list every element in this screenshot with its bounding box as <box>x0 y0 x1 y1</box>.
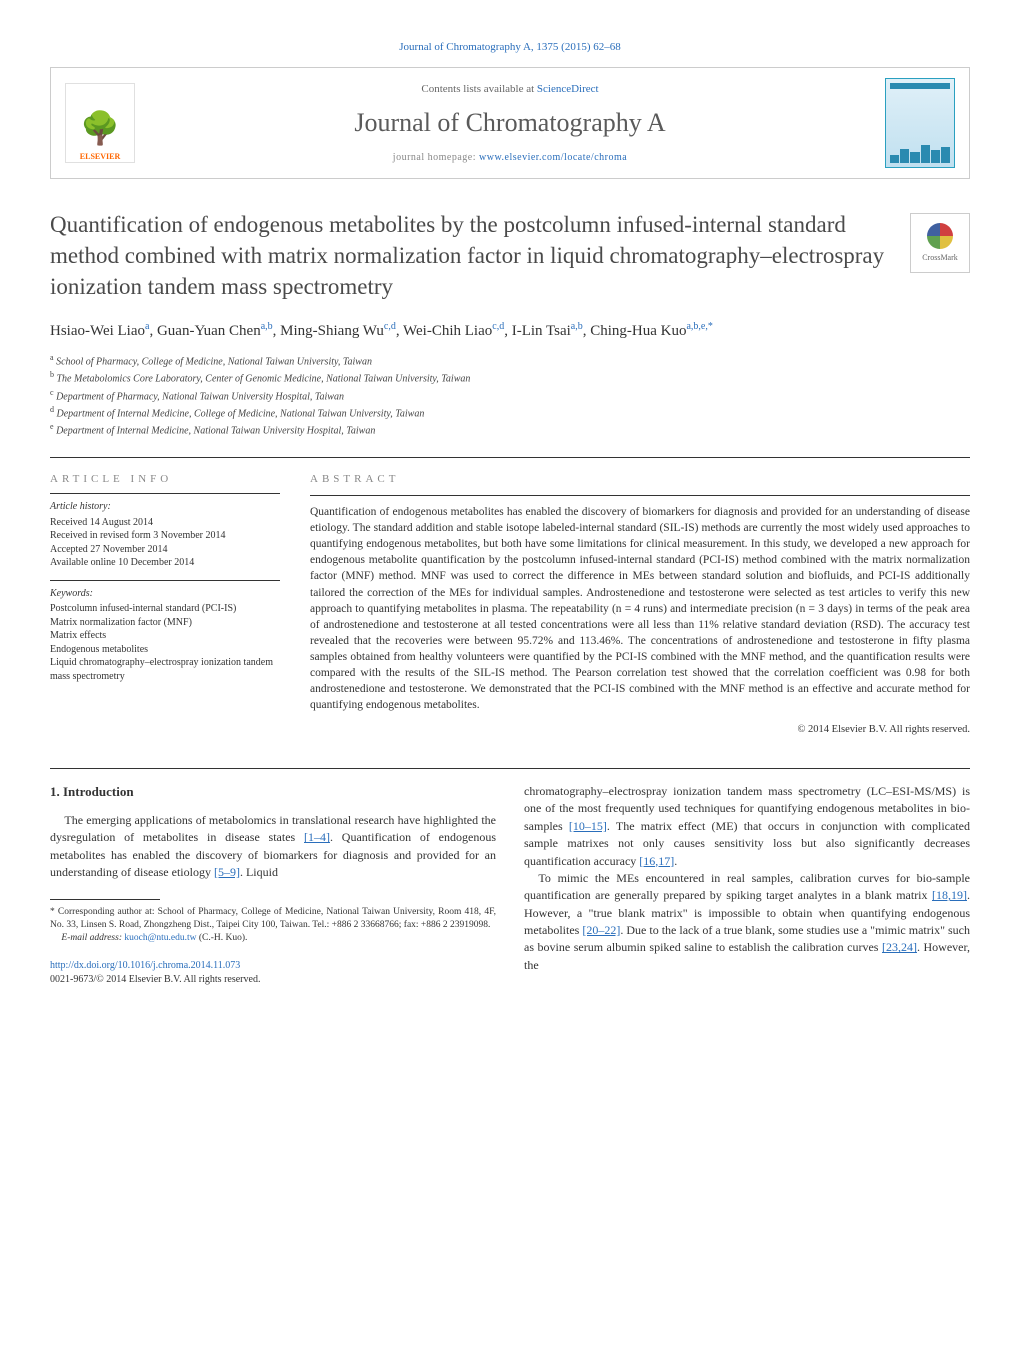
history-label: Article history: <box>50 500 280 514</box>
abstract-rule <box>310 495 970 496</box>
abstract-heading: ABSTRACT <box>310 472 970 487</box>
abstract-copyright: © 2014 Elsevier B.V. All rights reserved… <box>310 723 970 738</box>
authors-line: Hsiao-Wei Liaoa, Guan-Yuan Chena,b, Ming… <box>50 319 970 343</box>
body-columns: 1. Introduction The emerging application… <box>50 783 970 988</box>
homepage-line: journal homepage: www.elsevier.com/locat… <box>149 151 871 165</box>
article-title: Quantification of endogenous metabolites… <box>50 209 970 302</box>
contents-prefix: Contents lists available at <box>421 83 536 95</box>
affiliation-line: e Department of Internal Medicine, Natio… <box>50 421 970 438</box>
journal-cover-thumb[interactable] <box>885 78 955 168</box>
affiliations: a School of Pharmacy, College of Medicin… <box>50 352 970 439</box>
rule-top <box>50 457 970 458</box>
ref-1-4[interactable]: [1–4] <box>304 830 330 844</box>
publisher-name: ELSEVIER <box>80 151 120 162</box>
text: . Liquid <box>240 865 278 879</box>
info-abstract-row: ARTICLE INFO Article history: Received 1… <box>50 472 970 738</box>
homepage-link[interactable]: www.elsevier.com/locate/chroma <box>479 152 627 163</box>
left-column: 1. Introduction The emerging application… <box>50 783 496 988</box>
crossmark-icon <box>927 223 953 249</box>
rule-bottom <box>50 768 970 769</box>
ref-20-22[interactable]: [20–22] <box>582 923 620 937</box>
info-rule <box>50 493 280 494</box>
history-text: Received 14 August 2014 Received in revi… <box>50 516 280 570</box>
keywords-text: Postcolumn infused-internal standard (PC… <box>50 602 280 683</box>
ref-23-24[interactable]: [23,24] <box>882 940 917 954</box>
top-citation[interactable]: Journal of Chromatography A, 1375 (2015)… <box>50 40 970 55</box>
right-column: chromatography–electrospray ionization t… <box>524 783 970 988</box>
doi-link[interactable]: http://dx.doi.org/10.1016/j.chroma.2014.… <box>50 960 240 971</box>
homepage-prefix: journal homepage: <box>393 152 479 163</box>
cover-bars-icon <box>890 143 950 163</box>
affiliation-line: b The Metabolomics Core Laboratory, Cent… <box>50 369 970 386</box>
corr-marker: * <box>50 907 55 917</box>
info-rule-2 <box>50 580 280 581</box>
section-1-heading: 1. Introduction <box>50 783 496 802</box>
corr-text: Corresponding author at: School of Pharm… <box>50 907 496 930</box>
affiliation-line: d Department of Internal Medicine, Colle… <box>50 404 970 421</box>
footnotes: * Corresponding author at: School of Pha… <box>50 906 496 944</box>
ref-16-17[interactable]: [16,17] <box>639 854 674 868</box>
keywords-label: Keywords: <box>50 587 280 601</box>
affiliation-line: a School of Pharmacy, College of Medicin… <box>50 352 970 369</box>
abstract-text: Quantification of endogenous metabolites… <box>310 504 970 713</box>
doi-block: http://dx.doi.org/10.1016/j.chroma.2014.… <box>50 959 496 988</box>
issn-line: 0021-9673/© 2014 Elsevier B.V. All right… <box>50 974 260 985</box>
abstract: ABSTRACT Quantification of endogenous me… <box>310 472 970 738</box>
text: To mimic the MEs encountered in real sam… <box>524 871 970 902</box>
sciencedirect-link[interactable]: ScienceDirect <box>537 83 599 95</box>
elsevier-logo[interactable]: 🌳 ELSEVIER <box>65 83 135 163</box>
ref-10-15[interactable]: [10–15] <box>569 819 607 833</box>
intro-para-1-right: chromatography–electrospray ionization t… <box>524 783 970 870</box>
ref-18-19[interactable]: [18,19] <box>932 888 967 902</box>
corresponding-email[interactable]: kuoch@ntu.edu.tw <box>124 933 196 943</box>
header-center: Contents lists available at ScienceDirec… <box>149 82 871 166</box>
email-name: (C.-H. Kuo). <box>196 933 247 943</box>
article-info: ARTICLE INFO Article history: Received 1… <box>50 472 280 738</box>
crossmark-label: CrossMark <box>922 252 958 263</box>
affiliation-line: c Department of Pharmacy, National Taiwa… <box>50 387 970 404</box>
text: . <box>674 854 677 868</box>
cover-title-strip <box>890 83 950 89</box>
info-heading: ARTICLE INFO <box>50 472 280 487</box>
footnote-rule <box>50 899 160 900</box>
email-label: E-mail address: <box>61 933 124 943</box>
journal-header: 🌳 ELSEVIER Contents lists available at S… <box>50 67 970 179</box>
crossmark-badge[interactable]: CrossMark <box>910 213 970 273</box>
intro-para-1-left: The emerging applications of metabolomic… <box>50 812 496 882</box>
ref-5-9[interactable]: [5–9] <box>214 865 240 879</box>
intro-para-2-right: To mimic the MEs encountered in real sam… <box>524 870 970 974</box>
tree-icon: 🌳 <box>80 106 120 151</box>
journal-name: Journal of Chromatography A <box>149 105 871 141</box>
contents-line: Contents lists available at ScienceDirec… <box>149 82 871 97</box>
